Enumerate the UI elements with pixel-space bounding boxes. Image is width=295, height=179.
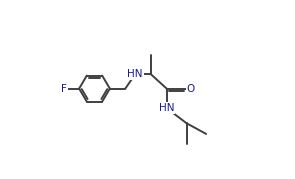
Text: HN: HN (127, 69, 143, 79)
Text: HN: HN (159, 103, 174, 113)
Text: O: O (186, 84, 195, 94)
Text: F: F (61, 84, 67, 94)
